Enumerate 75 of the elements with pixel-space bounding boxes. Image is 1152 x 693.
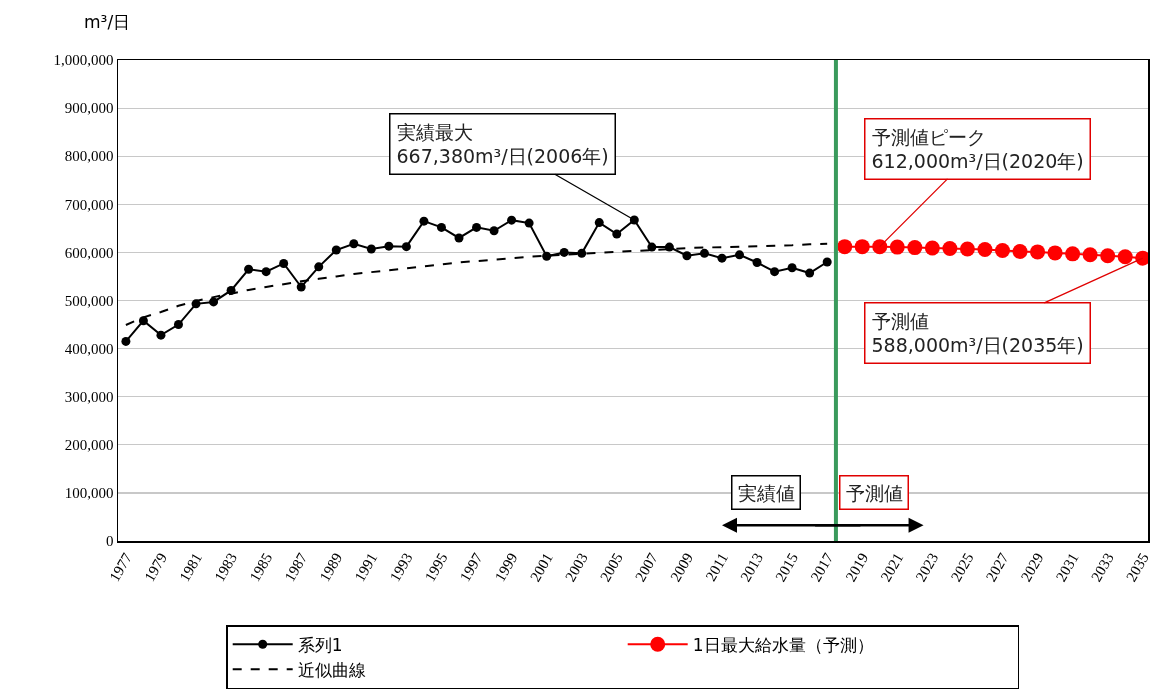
y-tick-label: 300,000 xyxy=(64,388,114,405)
y-tick-label: 500,000 xyxy=(64,292,114,309)
point xyxy=(121,336,131,346)
point xyxy=(314,262,324,272)
point xyxy=(735,250,745,260)
point xyxy=(959,241,975,257)
point xyxy=(279,258,289,268)
point xyxy=(454,233,464,243)
legend-label: 近似曲線 xyxy=(297,659,366,680)
point xyxy=(699,248,709,258)
annotation: 予測値ピーク 612,000m³/日(2020年) xyxy=(871,125,1084,173)
point xyxy=(977,242,993,257)
point xyxy=(1117,249,1133,265)
y-tick-label: 1,000,000 xyxy=(53,52,114,69)
point xyxy=(752,258,762,267)
point xyxy=(156,330,166,340)
point xyxy=(647,242,657,252)
point xyxy=(924,240,940,256)
point xyxy=(244,264,254,274)
point xyxy=(331,245,341,255)
point xyxy=(787,263,797,273)
point xyxy=(612,229,622,239)
point xyxy=(401,242,411,252)
point xyxy=(1100,248,1116,264)
point xyxy=(436,222,446,232)
y-tick-label: 200,000 xyxy=(64,437,114,454)
point xyxy=(717,253,727,263)
annotation: 予測値 588,000m³/日(2035年) xyxy=(871,309,1084,357)
y-tick-label: 700,000 xyxy=(64,196,114,213)
point xyxy=(1082,247,1098,263)
point xyxy=(907,240,923,256)
point xyxy=(173,320,183,330)
y-axis-title: m³/日 xyxy=(84,12,131,32)
point xyxy=(472,222,482,232)
annotation: 予測値 xyxy=(845,481,903,504)
point xyxy=(837,239,853,255)
point xyxy=(261,267,271,277)
y-tick-label: 600,000 xyxy=(64,244,114,261)
point xyxy=(209,297,219,307)
y-tick-label: 900,000 xyxy=(64,100,114,117)
point xyxy=(770,267,780,277)
point xyxy=(889,239,905,255)
point xyxy=(942,241,958,257)
point xyxy=(489,226,499,236)
point xyxy=(349,239,359,249)
point xyxy=(138,316,148,326)
point xyxy=(664,242,674,252)
point xyxy=(577,248,587,258)
point xyxy=(854,239,870,255)
y-tick-label: 400,000 xyxy=(64,340,114,357)
point xyxy=(384,241,394,251)
y-tick-label: 100,000 xyxy=(64,485,114,502)
point xyxy=(507,215,517,225)
annotation: 実績値 xyxy=(737,481,795,504)
point xyxy=(682,251,692,261)
point xyxy=(594,218,604,228)
point xyxy=(559,247,569,257)
point xyxy=(1012,243,1028,259)
y-tick-label: 0 xyxy=(106,533,114,550)
point xyxy=(1065,246,1081,262)
point xyxy=(296,282,306,292)
point xyxy=(524,218,534,228)
y-tick-label: 800,000 xyxy=(64,148,114,165)
point xyxy=(872,239,888,255)
point xyxy=(542,251,552,261)
point xyxy=(1047,245,1063,261)
annotation: 実績最大 667,380m³/日(2006年) xyxy=(396,120,609,168)
point xyxy=(805,268,815,278)
point xyxy=(995,242,1010,258)
point xyxy=(419,216,429,226)
point xyxy=(366,244,376,254)
legend-label: 系列1 xyxy=(297,634,343,655)
point xyxy=(1030,244,1046,260)
point xyxy=(822,257,832,267)
legend-label: 1日最大給水量（予測） xyxy=(692,634,874,655)
